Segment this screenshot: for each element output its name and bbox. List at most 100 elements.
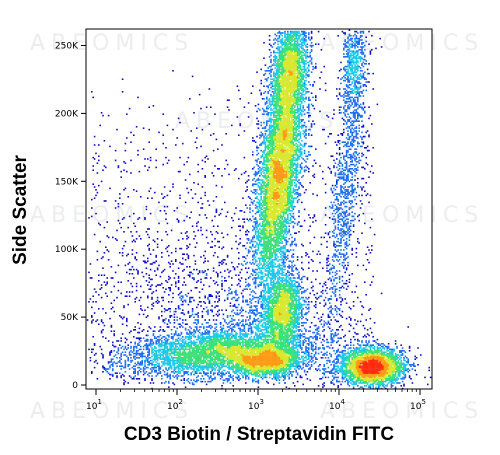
event-dot (285, 166, 288, 169)
event-dot (268, 231, 271, 233)
event-dot (278, 210, 281, 212)
event-dot (288, 219, 290, 222)
event-dot (280, 110, 282, 113)
event-dot (277, 141, 279, 143)
event-dot (274, 289, 276, 292)
event-dot (299, 57, 302, 59)
event-dot (280, 156, 282, 159)
event-dot (266, 282, 268, 285)
event-dot (288, 113, 290, 115)
event-dot (287, 70, 289, 72)
event-dot (264, 310, 267, 313)
event-dot (282, 72, 285, 75)
event-dot (291, 302, 293, 304)
event-dot (281, 56, 283, 58)
event-dot (285, 193, 288, 195)
event-dot (268, 225, 271, 227)
event-dot (281, 84, 283, 86)
event-dot (270, 198, 272, 201)
event-dot (288, 110, 290, 113)
event-dot (310, 58, 313, 61)
event-dot (266, 240, 268, 243)
event-dot (264, 240, 267, 243)
event-dot (294, 105, 296, 107)
event-dot (259, 242, 261, 244)
event-dot (295, 43, 297, 45)
event-dot (266, 203, 268, 205)
event-dot (285, 312, 288, 314)
event-dot (263, 158, 265, 160)
event-dot (266, 274, 268, 276)
event-dot (264, 246, 267, 248)
event-dot (288, 61, 290, 64)
event-dot (267, 247, 269, 250)
event-dot (287, 54, 289, 57)
event-dot (267, 200, 269, 202)
event-dot (260, 204, 262, 206)
event-dot (274, 170, 276, 173)
event-dot (282, 135, 285, 138)
event-dot (274, 218, 276, 220)
event-dot (285, 133, 288, 135)
event-dot (292, 131, 295, 134)
event-dot (278, 295, 281, 297)
event-dot (285, 170, 288, 173)
event-dot (302, 51, 304, 54)
event-dot (302, 133, 304, 135)
event-dot (289, 182, 292, 184)
event-dot (266, 247, 268, 250)
event-dot (271, 186, 274, 188)
event-dot (296, 46, 299, 48)
event-dot (281, 32, 283, 34)
event-dot (275, 302, 278, 304)
event-dot (284, 148, 286, 150)
event-dot (288, 196, 290, 198)
event-dot (243, 352, 246, 355)
event-dot (274, 225, 276, 227)
event-dot (252, 229, 254, 232)
event-dot (291, 282, 293, 285)
event-dot (252, 261, 254, 264)
event-dot (264, 308, 267, 310)
event-dot (289, 329, 292, 331)
event-dot (273, 322, 275, 324)
event-dot (273, 72, 275, 75)
event-dot (280, 106, 282, 108)
event-dot (306, 49, 309, 51)
event-dot (278, 89, 281, 92)
event-dot (270, 236, 272, 239)
event-dot (263, 322, 265, 324)
event-dot (285, 179, 288, 181)
event-dot (274, 208, 276, 211)
event-dot (288, 117, 290, 120)
event-dot (277, 182, 279, 184)
event-dot (273, 224, 275, 226)
event-dot (287, 218, 289, 220)
event-dot (266, 256, 268, 258)
event-dot (267, 256, 269, 258)
event-dot (289, 210, 292, 212)
event-dot (267, 275, 269, 278)
event-dot (247, 175, 250, 177)
event-dot (278, 154, 281, 156)
event-dot (267, 215, 269, 218)
event-dot (305, 134, 307, 136)
event-dot (294, 99, 296, 101)
event-dot (257, 379, 260, 381)
event-dot (281, 308, 283, 310)
event-dot (271, 78, 274, 80)
event-dot (292, 61, 295, 64)
event-dot (273, 103, 275, 106)
event-dot (274, 246, 276, 248)
event-dot (260, 121, 262, 124)
event-dot (284, 144, 286, 146)
event-dot (301, 148, 303, 150)
event-dot (287, 170, 289, 173)
event-dot (240, 277, 243, 279)
event-dot (298, 72, 300, 75)
event-dot (271, 254, 274, 257)
event-dot (266, 312, 268, 314)
event-dot (288, 88, 290, 90)
event-dot (268, 287, 271, 289)
event-dot (295, 37, 297, 40)
